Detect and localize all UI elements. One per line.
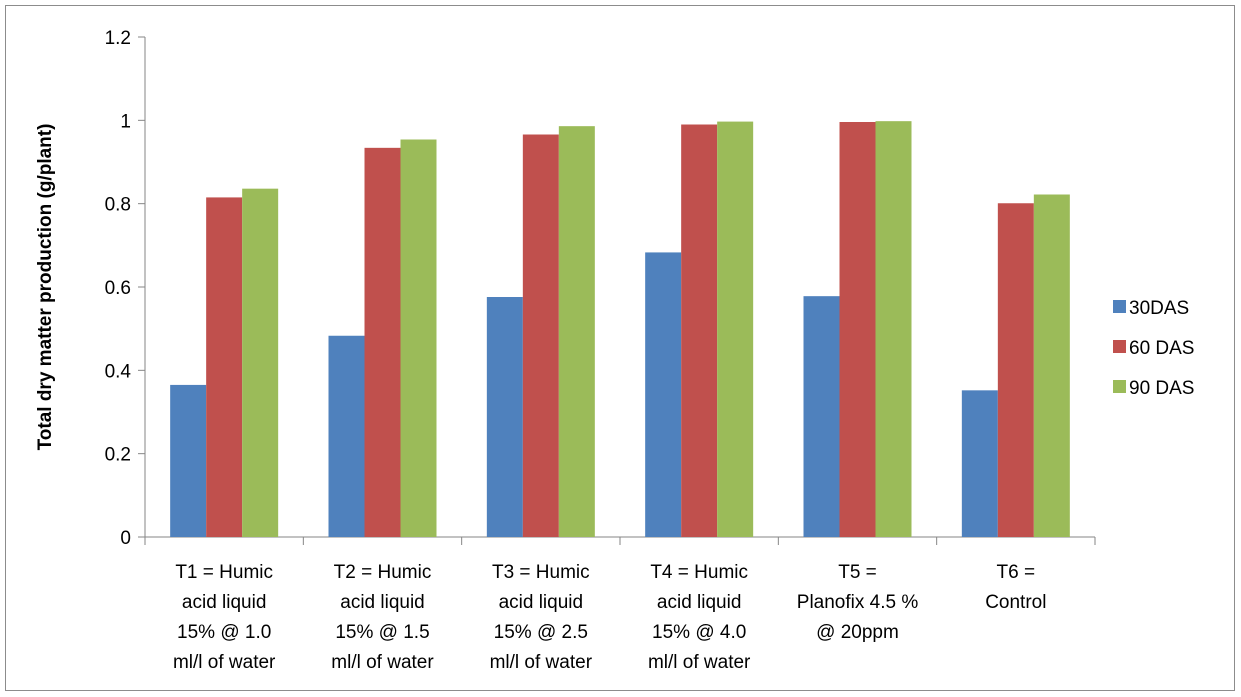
y-tick-label: 1.2 [105,28,131,49]
legend-label: 90 DAS [1129,378,1194,399]
bar-90das-t1 [242,188,279,537]
x-tick-label: ml/l of water [331,652,434,673]
x-tick-label: ml/l of water [173,652,276,673]
x-tick-label: T1 = Humic [175,562,273,583]
category-labels: T1 = Humic acid liquid 15% @ 1.0 ml/l of wa… [173,562,1047,673]
bar-30das-t5 [803,296,840,537]
y-axis-label: Total dry matter production (g/plant) [35,124,56,451]
legend-label: 60 DAS [1129,338,1194,359]
bar-90das-t6 [1033,194,1070,537]
bar-60das-t5 [839,122,876,537]
x-tick-label: ml/l of water [648,652,751,673]
x-tick-label: acid liquid [657,592,742,613]
bar-90das-t5 [875,121,912,538]
y-axis: 0 0.2 0.4 0.6 0.8 1 1.2 [105,28,146,549]
y-tick-label: 0.4 [105,361,132,382]
bar-90das-t4 [717,121,754,537]
bar-90das-t2 [400,139,437,537]
x-tick-label: 15% @ 1.5 [335,622,429,643]
x-tick-label: T4 = Humic [650,562,748,583]
x-tick-label: acid liquid [499,592,584,613]
x-tick-label: T6 = [997,562,1036,583]
bar-60das-t2 [364,147,401,538]
y-tick-label: 0.8 [105,195,131,216]
bars [170,121,1070,538]
x-tick-label: acid liquid [340,592,425,613]
bar-30das-t2 [328,335,365,537]
y-tick-label: 0.2 [105,445,131,466]
x-tick-label: ml/l of water [490,652,593,673]
bar-60das-t4 [681,124,718,537]
y-tick-label: 0.6 [105,278,131,299]
legend: 30DAS 60 DAS 90 DAS [1113,298,1194,399]
x-tick-label: T5 = [838,562,877,583]
y-tick-label: 1 [120,111,131,132]
x-tick-label: T2 = Humic [334,562,432,583]
bar-30das-t3 [486,297,523,537]
x-tick-label: Planofix 4.5 % [797,592,919,613]
x-tick-label: T3 = Humic [492,562,590,583]
bar-30das-t1 [170,384,207,537]
bar-60das-t3 [522,134,559,537]
x-tick-label: 15% @ 2.5 [494,622,588,643]
y-tick-label: 0 [120,528,131,549]
bar-30das-t6 [961,390,998,537]
x-tick-label: 15% @ 4.0 [652,622,746,643]
legend-swatch [1113,380,1126,393]
legend-label: 30DAS [1129,298,1189,319]
x-tick-label: 15% @ 1.0 [177,622,271,643]
bar-90das-t3 [558,126,595,538]
legend-swatch [1113,340,1126,353]
x-axis [144,536,1096,545]
x-tick-label: @ 20ppm [816,622,899,643]
legend-swatch [1113,300,1126,313]
x-tick-label: Control [985,592,1046,613]
x-tick-label: acid liquid [182,592,267,613]
bar-60das-t1 [206,197,243,537]
bar-60das-t6 [997,203,1034,537]
bar-30das-t4 [645,252,682,537]
